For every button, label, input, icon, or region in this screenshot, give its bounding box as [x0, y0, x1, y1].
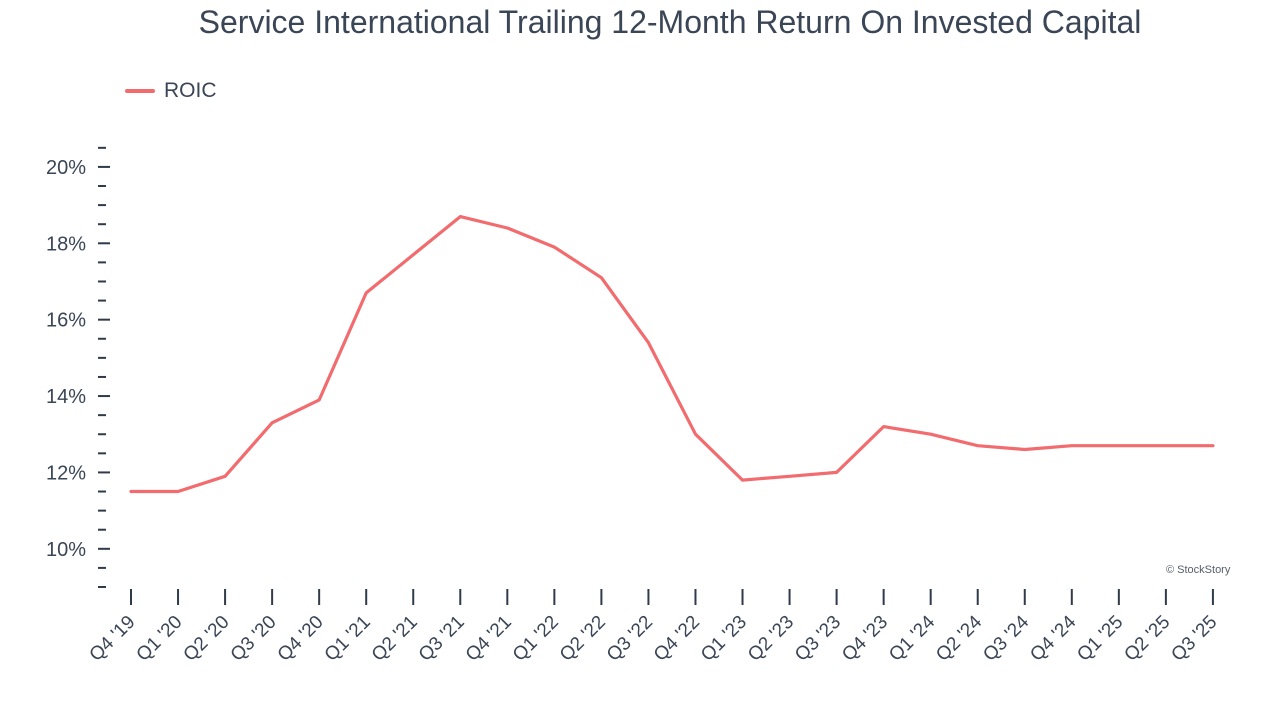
x-tick-label: Q2 '25 [1120, 612, 1174, 666]
x-tick-label: Q1 '20 [133, 612, 187, 666]
x-tick-label: Q3 '24 [979, 611, 1033, 665]
x-tick-label: Q1 '22 [509, 612, 563, 666]
watermark-credit: © StockStory [1166, 564, 1231, 576]
x-tick-label: Q2 '23 [744, 612, 798, 666]
x-tick-label: Q4 '24 [1026, 611, 1080, 665]
legend-label-roic: ROIC [164, 79, 217, 102]
x-tick-label: Q3 '25 [1167, 612, 1221, 666]
y-tick-label: 10% [46, 539, 86, 561]
series-line-roic [129, 215, 1215, 494]
x-tick-label: Q4 '19 [86, 612, 140, 666]
x-tick-label: Q3 '22 [603, 612, 657, 666]
x-tick-label: Q2 '24 [932, 611, 986, 665]
x-tick-label: Q3 '21 [415, 612, 469, 666]
x-tick-label: Q2 '20 [180, 612, 234, 666]
x-tick-label: Q3 '23 [791, 612, 845, 666]
y-tick-label: 12% [46, 462, 86, 484]
x-tick-label: Q4 '22 [650, 612, 704, 666]
y-tick-label: 20% [46, 157, 86, 179]
y-tick-label: 16% [46, 310, 86, 332]
x-tick-label: Q2 '22 [556, 612, 610, 666]
series-layer [129, 215, 1215, 494]
x-tick-label: Q2 '21 [368, 612, 422, 666]
x-tick-label: Q4 '20 [274, 612, 328, 666]
x-tick-label: Q3 '20 [227, 612, 281, 666]
x-tick-label: Q1 '24 [885, 611, 939, 665]
x-tick-label: Q1 '21 [321, 612, 375, 666]
chart-title: Service International Trailing 12-Month … [198, 4, 1142, 40]
y-tick-label: 18% [46, 233, 86, 255]
x-tick-label: Q4 '23 [838, 612, 892, 666]
legend-swatch-roic [125, 89, 155, 93]
y-tick-label: 14% [46, 386, 86, 408]
x-tick-label: Q4 '21 [462, 612, 516, 666]
legend: ROIC [125, 79, 217, 103]
x-tick-label: Q1 '25 [1073, 612, 1127, 666]
x-tick-label: Q1 '23 [697, 612, 751, 666]
y-axis: 10% 12% 14% 16% 18% 20% [46, 146, 110, 588]
